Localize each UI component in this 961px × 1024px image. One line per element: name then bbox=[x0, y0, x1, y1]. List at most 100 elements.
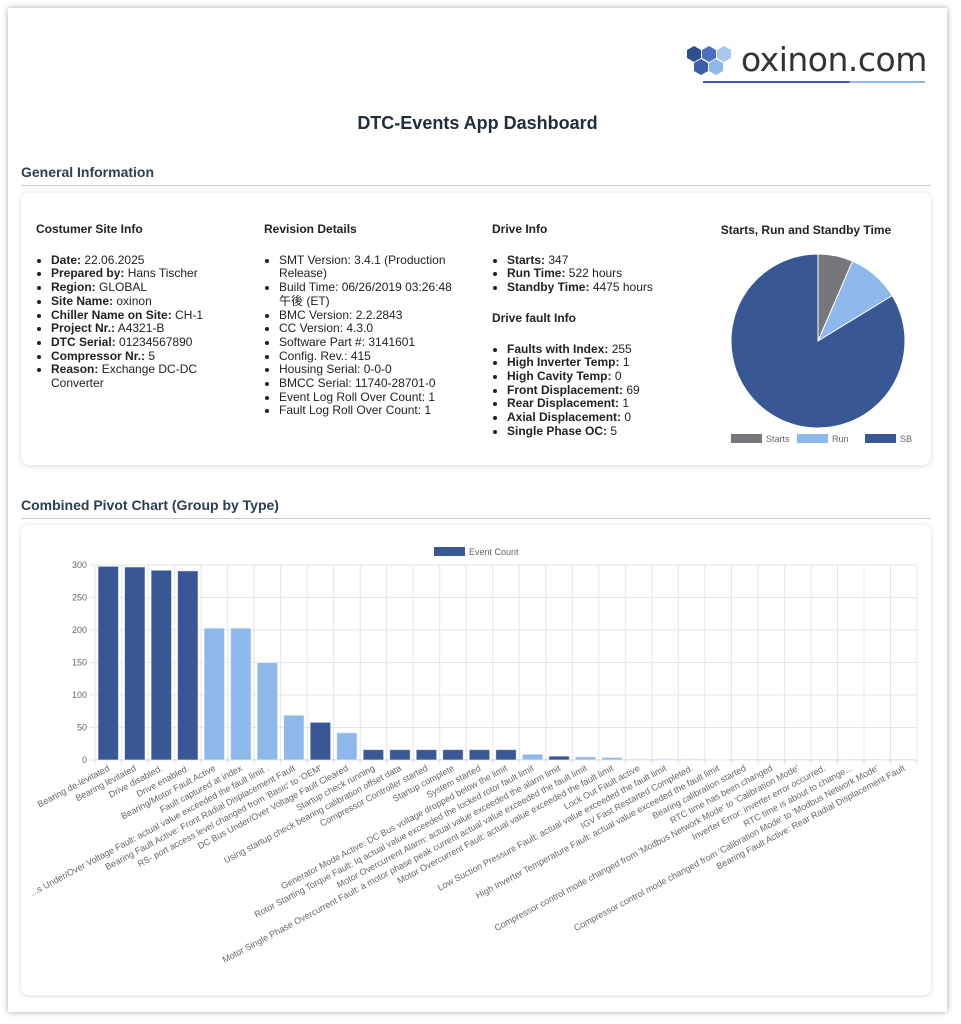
item-label: Chiller Name on Site: bbox=[51, 307, 172, 322]
legend-label[interactable]: Starts bbox=[766, 434, 790, 444]
revision-section: Revision Details SMT Version: 3.4.1 (Pro… bbox=[264, 222, 464, 418]
list-item: High Inverter Temp: 1 bbox=[507, 355, 692, 370]
item-label: Axial Displacement: bbox=[507, 410, 622, 425]
bar[interactable] bbox=[627, 758, 650, 761]
list-item: DTC Serial: 01234567890 bbox=[51, 334, 236, 350]
item-value: Hans Tischer bbox=[127, 266, 198, 281]
pivot-chart-card: 0 50 100 150 200 250 300 Bearing de-levitated Be… bbox=[21, 525, 931, 995]
bar[interactable] bbox=[495, 749, 517, 761]
legend-label[interactable]: Run bbox=[832, 434, 849, 444]
drive-info-list: Starts: 347Run Time: 522 hoursStandby Ti… bbox=[492, 252, 692, 295]
bar[interactable] bbox=[203, 627, 226, 761]
list-item: Prepared by: Hans Tischer bbox=[51, 267, 236, 281]
item-value: 5 bbox=[610, 423, 618, 438]
bar[interactable] bbox=[680, 758, 703, 761]
bar[interactable] bbox=[548, 755, 570, 761]
pie-chart: Starts Run SB bbox=[730, 253, 912, 444]
drive-fault-heading: Drive fault Info bbox=[492, 310, 577, 325]
bar[interactable] bbox=[760, 758, 782, 761]
bar[interactable] bbox=[574, 756, 597, 761]
bar[interactable] bbox=[839, 758, 862, 761]
bar[interactable] bbox=[786, 758, 809, 761]
item-value: 255 bbox=[611, 341, 632, 356]
legend-swatch bbox=[731, 434, 762, 443]
item-value: 1 bbox=[622, 396, 630, 411]
general-info-card: Costumer Site Info Date: 22.06.2025Prepa… bbox=[21, 193, 931, 465]
legend-label[interactable]: SB bbox=[900, 434, 912, 444]
item-value: 5 bbox=[148, 348, 156, 363]
item-label: Site Name: bbox=[51, 293, 114, 308]
y-tick-label: 150 bbox=[72, 658, 87, 668]
bar[interactable] bbox=[389, 749, 411, 761]
bar[interactable] bbox=[309, 721, 332, 761]
legend-label[interactable]: Event Count bbox=[469, 547, 519, 557]
y-tick-label: 50 bbox=[77, 723, 87, 733]
bar[interactable] bbox=[97, 565, 120, 761]
item-value: 1 bbox=[622, 355, 630, 370]
list-item: Reason: Exchange DC-DC Converter bbox=[51, 362, 236, 390]
item-value: A4321-B bbox=[117, 321, 165, 336]
bar[interactable] bbox=[468, 749, 491, 761]
bar[interactable] bbox=[124, 566, 146, 761]
list-item: Region: GLOBAL bbox=[51, 280, 236, 295]
item-label: Project Nr.: bbox=[51, 321, 116, 336]
bar[interactable] bbox=[415, 749, 438, 761]
item-label: Run Time: bbox=[507, 266, 566, 281]
legend-swatch bbox=[797, 434, 828, 443]
bar[interactable] bbox=[336, 732, 358, 761]
item-value: 01234567890 bbox=[119, 334, 193, 349]
bar[interactable] bbox=[733, 758, 756, 761]
item-label: High Cavity Temp: bbox=[507, 368, 612, 383]
bar[interactable] bbox=[362, 749, 385, 761]
list-item: BMCC Serial: 11740-28701-0 bbox=[279, 376, 464, 391]
item-value: 69 bbox=[626, 382, 640, 397]
drive-info-heading: Drive Info bbox=[492, 222, 548, 236]
list-item: Event Log Roll Over Count: 1 bbox=[279, 390, 464, 405]
page-title: DTC-Events App Dashboard bbox=[357, 113, 598, 133]
bar[interactable] bbox=[256, 662, 279, 761]
list-item: Axial Displacement: 0 bbox=[507, 410, 692, 425]
item-label: DTC Serial: bbox=[51, 334, 116, 349]
list-item: Project Nr.: A4321-B bbox=[51, 321, 236, 336]
y-tick-label: 300 bbox=[72, 560, 87, 570]
item-label: Rear Displacement: bbox=[507, 396, 620, 411]
bar[interactable] bbox=[442, 749, 464, 761]
item-value: CH-1 bbox=[175, 307, 204, 322]
bar[interactable] bbox=[601, 756, 623, 761]
list-item: SMT Version: 3.4.1 (Production Release) bbox=[279, 253, 464, 281]
hexagon-logo-icon bbox=[687, 46, 731, 75]
list-item: Config. Rev.: 415 bbox=[279, 349, 464, 364]
y-tick-label: 250 bbox=[72, 593, 87, 603]
list-item: Chiller Name on Site: CH-1 bbox=[51, 307, 236, 323]
bar[interactable] bbox=[283, 714, 305, 761]
bar[interactable] bbox=[707, 758, 729, 761]
list-item: Front Displacement: 69 bbox=[507, 382, 692, 398]
list-item: Standby Time: 4475 hours bbox=[507, 280, 692, 295]
list-item: Run Time: 522 hours bbox=[507, 267, 692, 281]
bar[interactable] bbox=[177, 570, 199, 761]
list-item: Date: 22.06.2025 bbox=[51, 252, 236, 268]
drive-fault-list: Faults with Index: 255High Inverter Temp… bbox=[492, 341, 692, 439]
legend-swatch bbox=[865, 434, 896, 443]
oxinon-logo: oxinon.com bbox=[685, 40, 927, 86]
item-label: Front Displacement: bbox=[507, 382, 624, 397]
bar[interactable] bbox=[654, 758, 676, 761]
y-tick-label: 0 bbox=[82, 755, 87, 765]
bar[interactable] bbox=[521, 753, 544, 761]
y-tick-label: 200 bbox=[72, 625, 87, 635]
item-label: Standby Time: bbox=[507, 280, 590, 295]
revision-list: SMT Version: 3.4.1 (Production Release) B… bbox=[264, 253, 464, 418]
bar[interactable] bbox=[892, 758, 915, 761]
item-value: 347 bbox=[548, 252, 569, 267]
list-item: CC Version: 4.3.0 bbox=[279, 322, 464, 336]
pivot-chart-heading: Combined Pivot Chart (Group by Type) bbox=[21, 497, 931, 519]
item-label: Single Phase OC: bbox=[507, 423, 608, 438]
pie-slice-sb[interactable] bbox=[730, 253, 906, 429]
bar[interactable] bbox=[813, 758, 835, 761]
bar[interactable] bbox=[150, 569, 173, 761]
item-label: Prepared by: bbox=[51, 266, 125, 281]
bar[interactable] bbox=[230, 627, 252, 761]
item-value: 22.06.2025 bbox=[84, 252, 145, 267]
bar[interactable] bbox=[866, 758, 888, 761]
